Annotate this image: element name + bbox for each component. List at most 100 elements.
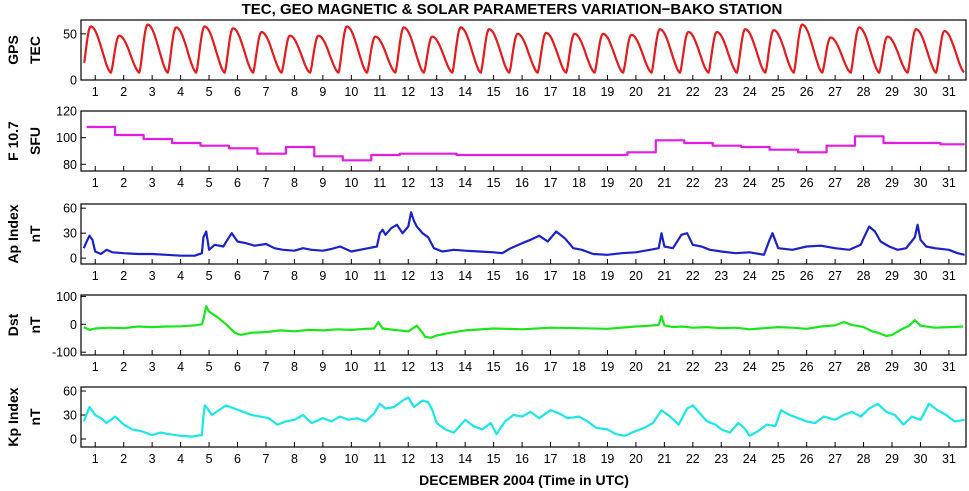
- ap-xtick-label: 10: [344, 269, 358, 283]
- ap-xtick-label: 23: [714, 269, 728, 283]
- dst-xtick-label: 26: [800, 360, 814, 374]
- kp-ytick-label: 30: [63, 409, 77, 423]
- dst-xtick-label: 3: [149, 360, 156, 374]
- tec-series-line: [83, 23, 965, 74]
- dst-xtick-label: 4: [177, 360, 184, 374]
- f107-xtick-label: 28: [857, 176, 871, 190]
- kp-xtick-label: 9: [319, 452, 326, 466]
- ap-xtick-label: 13: [430, 269, 444, 283]
- dst-xtick-label: 30: [914, 360, 928, 374]
- dst-xtick-label: 8: [291, 360, 298, 374]
- ap-xtick-label: 9: [319, 269, 326, 283]
- f107-ytick-label: 80: [63, 158, 77, 172]
- kp-xtick-label: 23: [714, 452, 728, 466]
- tec-xtick-label: 23: [714, 85, 728, 99]
- kp-xtick-label: 21: [657, 452, 671, 466]
- kp-xtick-label: 27: [828, 452, 842, 466]
- dst-ytick-label: -100: [52, 346, 77, 360]
- kp-xtick-label: 30: [914, 452, 928, 466]
- tec-xtick-label: 15: [487, 85, 501, 99]
- tec-xtick-label: 27: [828, 85, 842, 99]
- kp-xtick-label: 24: [743, 452, 757, 466]
- f107-ytick-label: 100: [56, 131, 77, 145]
- dst-xtick-label: 14: [458, 360, 472, 374]
- tec-ylabel-line-2: TEC: [27, 36, 43, 64]
- f107-xtick-label: 30: [914, 176, 928, 190]
- f107-xtick-label: 13: [430, 176, 444, 190]
- dst-xtick-label: 15: [487, 360, 501, 374]
- ap-xtick-label: 14: [458, 269, 472, 283]
- ap-xtick-label: 20: [629, 269, 643, 283]
- f107-xtick-label: 5: [206, 176, 213, 190]
- ap-xtick-label: 31: [942, 269, 956, 283]
- tec-xtick-label: 19: [600, 85, 614, 99]
- ap-xtick-label: 7: [262, 269, 269, 283]
- f107-xtick-label: 15: [487, 176, 501, 190]
- kp-xtick-label: 7: [262, 452, 269, 466]
- tec-xtick-label: 6: [234, 85, 241, 99]
- f107-xtick-label: 19: [600, 176, 614, 190]
- dst-xtick-label: 12: [401, 360, 415, 374]
- ap-xtick-label: 27: [828, 269, 842, 283]
- ap-xtick-label: 19: [600, 269, 614, 283]
- dst-ytick-label: 0: [70, 318, 77, 332]
- f107-xtick-label: 9: [319, 176, 326, 190]
- ap-xtick-label: 28: [857, 269, 871, 283]
- f107-xtick-label: 6: [234, 176, 241, 190]
- f107-xtick-label: 29: [885, 176, 899, 190]
- ap-xtick-label: 11: [373, 269, 386, 283]
- f107-xtick-label: 7: [262, 176, 269, 190]
- ap-xtick-label: 22: [686, 269, 700, 283]
- ap-xtick-label: 29: [885, 269, 899, 283]
- f107-series-line: [86, 125, 965, 162]
- dst-xtick-label: 17: [544, 360, 558, 374]
- dst-ylabel-line-2: nT: [27, 316, 43, 334]
- tec-xtick-label: 21: [657, 85, 671, 99]
- tec-ytick-label: 0: [70, 74, 77, 88]
- f107-xtick-label: 16: [515, 176, 529, 190]
- tec-xtick-label: 31: [942, 85, 956, 99]
- kp-xtick-label: 13: [430, 452, 444, 466]
- kp-plot-frame: [80, 386, 967, 448]
- ap-xtick-label: 2: [120, 269, 127, 283]
- dst-xtick-label: 10: [344, 360, 358, 374]
- tec-xtick-label: 28: [857, 85, 871, 99]
- dst-xtick-label: 2: [120, 360, 127, 374]
- f107-xtick-label: 25: [771, 176, 785, 190]
- kp-xtick-label: 29: [885, 452, 899, 466]
- f107-xtick-label: 10: [344, 176, 358, 190]
- kp-xtick-label: 17: [544, 452, 558, 466]
- dst-plot-frame: [80, 294, 967, 356]
- kp-ylabel-line-1: Kp Index: [5, 387, 21, 446]
- tec-xtick-label: 20: [629, 85, 643, 99]
- dst-series-line: [83, 305, 964, 339]
- f107-xtick-label: 26: [800, 176, 814, 190]
- kp-xtick-label: 10: [344, 452, 358, 466]
- dst-xtick-label: 13: [430, 360, 444, 374]
- f107-xtick-label: 1: [92, 176, 99, 190]
- kp-xtick-label: 26: [800, 452, 814, 466]
- dst-xtick-label: 19: [600, 360, 614, 374]
- tec-xtick-label: 22: [686, 85, 700, 99]
- tec-xtick-label: 11: [373, 85, 386, 99]
- ap-xtick-label: 5: [206, 269, 213, 283]
- tec-xtick-label: 14: [458, 85, 472, 99]
- dst-xtick-label: 27: [828, 360, 842, 374]
- ap-xtick-label: 30: [914, 269, 928, 283]
- ap-xtick-label: 3: [149, 269, 156, 283]
- f107-xtick-label: 17: [544, 176, 558, 190]
- ap-xtick-label: 4: [177, 269, 184, 283]
- tec-xtick-label: 9: [319, 85, 326, 99]
- f107-xtick-label: 31: [942, 176, 956, 190]
- f107-ylabel-line-1: F 10.7: [5, 121, 21, 161]
- kp-xtick-label: 15: [487, 452, 501, 466]
- f107-xtick-label: 20: [629, 176, 643, 190]
- kp-xtick-label: 16: [515, 452, 529, 466]
- f107-xtick-label: 22: [686, 176, 700, 190]
